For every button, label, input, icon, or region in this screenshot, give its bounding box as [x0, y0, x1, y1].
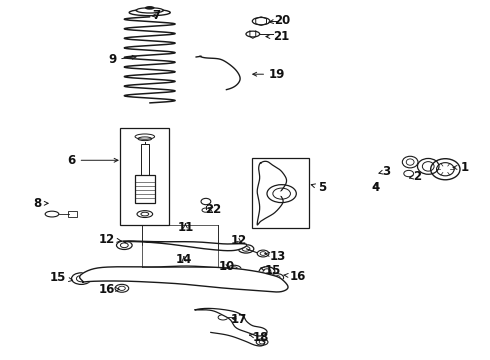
- Text: 8: 8: [33, 197, 48, 210]
- Polygon shape: [123, 241, 247, 251]
- Text: 19: 19: [253, 68, 286, 81]
- Text: 18: 18: [249, 330, 269, 343]
- Polygon shape: [195, 309, 267, 336]
- Text: 13: 13: [265, 249, 286, 262]
- Polygon shape: [257, 161, 287, 225]
- Text: 17: 17: [231, 312, 247, 326]
- Ellipse shape: [231, 267, 238, 271]
- Ellipse shape: [136, 8, 163, 12]
- Text: 15: 15: [261, 264, 282, 277]
- Text: 21: 21: [266, 30, 290, 43]
- Bar: [135, 175, 155, 203]
- Ellipse shape: [121, 243, 128, 248]
- Text: 22: 22: [205, 203, 221, 216]
- Text: 4: 4: [372, 181, 380, 194]
- Ellipse shape: [242, 247, 250, 251]
- Text: 10: 10: [219, 260, 235, 273]
- Ellipse shape: [278, 191, 286, 196]
- Text: 7: 7: [152, 9, 160, 22]
- Text: 9: 9: [108, 53, 136, 66]
- Text: 14: 14: [176, 253, 192, 266]
- Text: 3: 3: [379, 165, 391, 177]
- Text: 15: 15: [50, 271, 73, 284]
- Text: 16: 16: [99, 283, 120, 296]
- Text: 1: 1: [453, 161, 469, 174]
- Text: 6: 6: [68, 154, 118, 167]
- Bar: [121, 128, 169, 225]
- Text: 2: 2: [410, 170, 421, 183]
- Text: 20: 20: [269, 14, 290, 27]
- Text: 16: 16: [284, 270, 306, 283]
- Bar: [141, 144, 149, 175]
- Bar: [68, 211, 77, 217]
- Text: 5: 5: [311, 181, 326, 194]
- Text: 12: 12: [99, 233, 121, 246]
- Bar: [252, 158, 309, 228]
- Text: 12: 12: [231, 234, 247, 247]
- Polygon shape: [79, 266, 288, 292]
- Text: 11: 11: [177, 221, 194, 234]
- Ellipse shape: [145, 6, 155, 10]
